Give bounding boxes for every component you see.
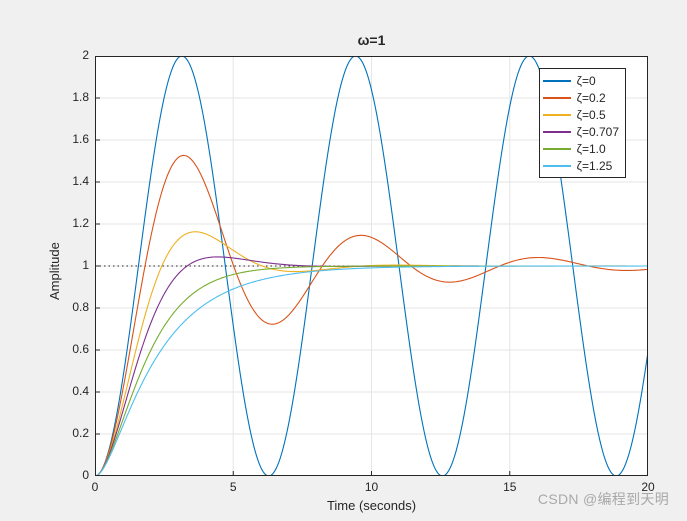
- y-axis-label: Amplitude: [47, 242, 62, 300]
- legend-box: ζ=0 ζ=0.2 ζ=0.5 ζ=0.707 ζ=1.0 ζ=1.25: [539, 68, 626, 178]
- y-tick-label: 0.4: [72, 384, 89, 398]
- legend-item: ζ=0.5: [543, 106, 619, 123]
- legend-label: ζ=0.707: [577, 125, 619, 139]
- y-tick-label: 0.6: [72, 342, 89, 356]
- legend-swatch: [543, 97, 571, 99]
- legend-item: ζ=0.2: [543, 89, 619, 106]
- y-tick-label: 0.8: [72, 300, 89, 314]
- legend-swatch: [543, 80, 571, 82]
- figure-window: ω=1 Time (seconds) Amplitude ζ=0ζ=0.2ζ=0…: [0, 0, 687, 521]
- legend-label: ζ=0: [577, 74, 596, 88]
- legend-item: ζ=0: [543, 72, 619, 89]
- legend-item: ζ=1.0: [543, 140, 619, 157]
- x-tick-label: 10: [357, 480, 387, 494]
- legend-swatch: [543, 165, 571, 167]
- legend-label: ζ=1.25: [577, 159, 613, 173]
- x-tick-label: 5: [218, 480, 248, 494]
- legend-label: ζ=0.2: [577, 91, 606, 105]
- y-tick-label: 1.2: [72, 216, 89, 230]
- y-tick-label: 1.4: [72, 174, 89, 188]
- y-tick-label: 1: [82, 258, 89, 272]
- y-tick-label: 1.8: [72, 90, 89, 104]
- y-tick-label: 0.2: [72, 426, 89, 440]
- legend-item: ζ=0.707: [543, 123, 619, 140]
- legend-swatch: [543, 131, 571, 133]
- legend-swatch: [543, 114, 571, 116]
- y-tick-label: 0: [82, 468, 89, 482]
- y-tick-label: 2: [82, 48, 89, 62]
- chart-title: ω=1: [95, 32, 648, 48]
- y-tick-label: 1.6: [72, 132, 89, 146]
- legend-label: ζ=0.5: [577, 108, 606, 122]
- legend-swatch: [543, 148, 571, 150]
- x-tick-label: 20: [633, 480, 663, 494]
- legend-label: ζ=1.0: [577, 142, 606, 156]
- legend-item: ζ=1.25: [543, 157, 619, 174]
- x-tick-label: 0: [80, 480, 110, 494]
- x-tick-label: 15: [495, 480, 525, 494]
